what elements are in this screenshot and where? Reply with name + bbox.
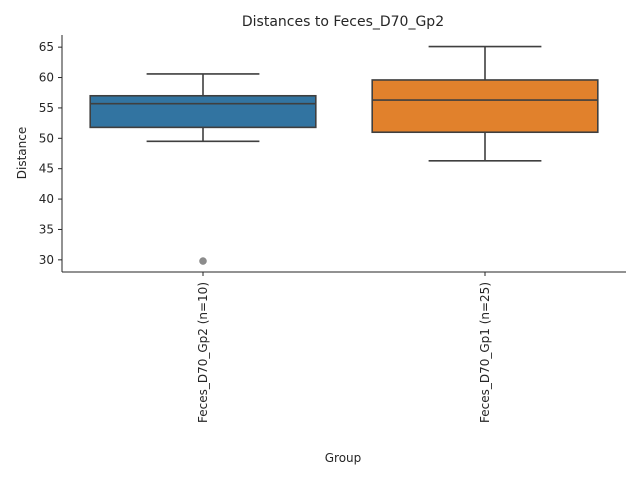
y-tick-label: 50: [39, 131, 54, 145]
y-axis: 30 35 40 45 50 55 60 65: [39, 35, 63, 272]
box-iqr: [371, 79, 599, 134]
x-tick-label: Feces_D70_Gp2 (n=10): [196, 282, 210, 423]
chart-title: Distances to Feces_D70_Gp2: [242, 14, 444, 30]
y-tick-label: 40: [39, 192, 54, 206]
y-tick-label: 35: [39, 222, 54, 236]
y-tick-label: 60: [39, 71, 54, 85]
y-axis-label: Distance: [15, 127, 29, 179]
x-axis: Feces_D70_Gp2 (n=10) Feces_D70_Gp1 (n=25): [62, 271, 626, 423]
outlier-point: [199, 257, 207, 265]
x-tick-label: Feces_D70_Gp1 (n=25): [478, 282, 492, 423]
y-tick-label: 45: [39, 162, 54, 176]
y-tick-label: 30: [39, 253, 54, 267]
box-series: [89, 45, 599, 265]
y-tick-label: 65: [39, 40, 54, 54]
box-group: [89, 73, 317, 265]
box-group: [371, 45, 599, 162]
y-tick-label: 55: [39, 101, 54, 115]
box-iqr: [89, 94, 317, 129]
x-axis-label: Group: [325, 451, 362, 465]
